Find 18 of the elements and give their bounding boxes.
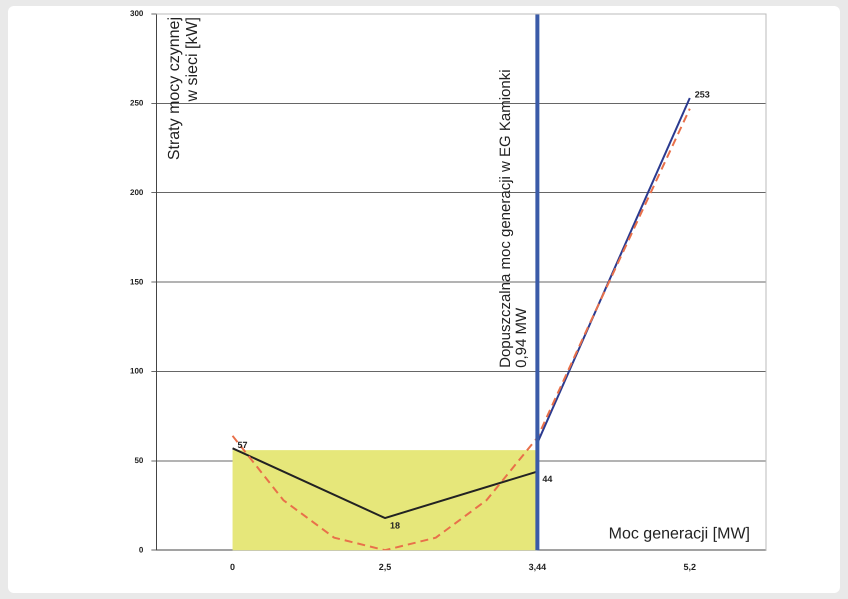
x-tick-label: 2,5 [378,562,392,572]
x-tick-label: 5,2 [684,562,696,572]
ref-line-label: Dopuszczalna moc generacji w EG Kamionki 0,94 MW [497,69,530,368]
y-tick-label: 50 [134,456,144,466]
x-tick-label: 3,44 [528,562,546,572]
data-label: 57 [238,440,248,450]
data-label: 253 [694,89,710,100]
data-label: 18 [390,520,400,531]
y-tick-label: 0 [138,545,144,554]
y-tick-label: 200 [130,188,144,197]
data-label: 44 [542,474,552,484]
y-tick-label: 250 [130,98,144,108]
x-tick-label: 0 [230,562,236,572]
y-tick-label: 100 [130,366,144,376]
y-tick-label: 300 [130,9,144,18]
x-axis-title: Moc generacji [MW] [608,526,750,543]
y-axis-title: Straty mocy czynnej w sieci [kW] [166,17,201,160]
y-tick-label: 150 [130,277,144,286]
